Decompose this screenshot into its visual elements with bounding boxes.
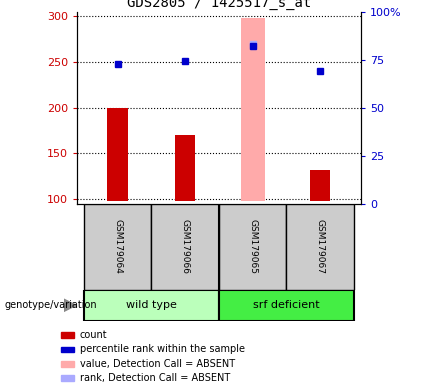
Polygon shape: [64, 299, 76, 311]
Bar: [286, 204, 354, 290]
Bar: [175, 135, 195, 201]
Text: value, Detection Call = ABSENT: value, Detection Call = ABSENT: [80, 359, 235, 369]
Bar: [107, 108, 128, 201]
Bar: [61, 332, 74, 338]
Text: rank, Detection Call = ABSENT: rank, Detection Call = ABSENT: [80, 373, 230, 383]
Text: srf deficient: srf deficient: [253, 300, 320, 310]
Bar: [151, 204, 219, 290]
Bar: [61, 361, 74, 367]
Bar: [84, 290, 219, 321]
Text: GSM179064: GSM179064: [113, 219, 122, 274]
Bar: [241, 18, 264, 201]
Text: wild type: wild type: [126, 300, 177, 310]
Bar: [310, 170, 330, 201]
Bar: [61, 346, 74, 353]
Text: count: count: [80, 330, 107, 340]
Text: percentile rank within the sample: percentile rank within the sample: [80, 344, 245, 354]
Text: GSM179067: GSM179067: [316, 219, 325, 274]
Title: GDS2805 / 1425517_s_at: GDS2805 / 1425517_s_at: [127, 0, 311, 10]
Bar: [84, 204, 151, 290]
Text: GSM179066: GSM179066: [180, 219, 190, 274]
Bar: [61, 375, 74, 381]
Bar: [219, 204, 286, 290]
Text: GSM179065: GSM179065: [248, 219, 257, 274]
Bar: [219, 290, 354, 321]
Text: genotype/variation: genotype/variation: [4, 300, 97, 310]
